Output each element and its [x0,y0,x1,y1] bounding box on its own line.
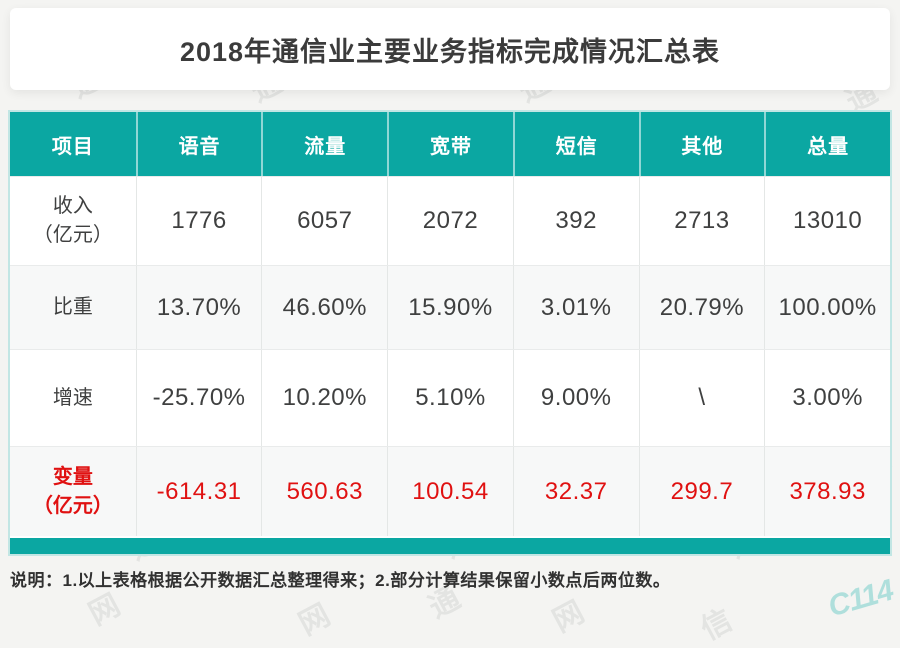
header-cell-total: 总量 [764,112,890,176]
row-label-sub: （亿元） [32,224,113,246]
header-cell-other: 其他 [638,112,765,176]
header-cell-sms: 短信 [512,112,639,176]
cell-value: 1776 [171,207,227,234]
data-cell: 10.20% [261,350,387,446]
table-bottom-bar [10,536,890,554]
cell-value: 15.90% [408,293,493,321]
header-cell-voice: 语音 [135,112,262,176]
cell-value: 20.79% [659,293,745,321]
data-cell: 1776 [135,177,262,265]
header-cell-data: 流量 [261,112,387,176]
row-label-share: 比重 [10,266,136,349]
row-label-text: 收入 [52,195,93,217]
data-cell: 3.01% [512,266,639,349]
data-cell: 15.90% [387,266,513,349]
data-cell: 392 [512,177,639,265]
cell-value: 392 [555,207,597,234]
cell-value: 378.93 [789,477,866,505]
data-cell: 9.00% [512,350,639,446]
cell-value: 9.00% [540,384,612,411]
row-label-sub: （亿元） [32,494,113,517]
row-label-growth: 增速 [10,350,136,446]
cell-value: 32.37 [544,477,608,505]
page-title: 2018年通信业主要业务指标完成情况汇总表 [179,36,721,67]
cell-value: 13010 [793,207,863,234]
data-cell: 2713 [638,177,765,265]
data-cell: 32.37 [512,447,639,536]
data-cell: 13010 [764,177,890,265]
cell-value: 560.63 [286,477,363,505]
cell-value: 299.7 [670,477,734,505]
cell-value: -614.31 [156,477,242,505]
cell-value: 2713 [674,207,730,234]
data-cell: -25.70% [135,350,262,446]
table-header-row: 项目 语音 流量 宽带 短信 其他 总量 [10,112,890,176]
table-row-change: 变量 （亿元） -614.31 560.63 100.54 32.37 299.… [10,446,890,536]
summary-table: 项目 语音 流量 宽带 短信 其他 总量 收入 （亿元） 1776 6057 2… [8,110,892,556]
row-label-change: 变量 （亿元） [10,447,136,536]
data-cell: 100.54 [387,447,513,536]
cell-value: 3.01% [540,293,612,321]
cell-value: 100.00% [778,293,877,321]
table-row-revenue: 收入 （亿元） 1776 6057 2072 392 2713 13010 [10,176,890,265]
row-label-text: 增速 [52,386,93,409]
cell-value: 2072 [422,207,479,234]
data-cell: 299.7 [638,447,765,536]
data-cell: \ [638,350,765,446]
table-row-growth: 增速 -25.70% 10.20% 5.10% 9.00% \ 3.00% [10,349,890,446]
row-label-revenue: 收入 （亿元） [10,177,136,265]
header-cell-item: 项目 [51,135,94,158]
footnote: 说明：1.以上表格根据公开数据汇总整理得来；2.部分计算结果保留小数点后两位数。 [10,571,671,590]
data-cell: 3.00% [764,350,890,446]
watermark-character: 信 [695,603,738,647]
data-cell: 2072 [387,177,513,265]
header-cell-broadband: 宽带 [387,112,513,176]
cell-value: 46.60% [282,293,367,321]
data-cell: 46.60% [261,266,387,349]
data-cell: 6057 [261,177,387,265]
row-label-text: 比重 [52,296,93,318]
data-cell: 378.93 [764,447,890,536]
cell-value: 3.00% [792,384,863,411]
title-card: 2018年通信业主要业务指标完成情况汇总表 [10,8,890,90]
cell-value: -25.70% [152,384,246,411]
data-cell: 20.79% [638,266,765,349]
table-row-share: 比重 13.70% 46.60% 15.90% 3.01% 20.79% 100… [10,265,890,349]
data-cell: -614.31 [135,447,262,536]
row-label-text: 变量 [52,465,93,488]
data-cell: 560.63 [261,447,387,536]
data-cell: 13.70% [135,266,262,349]
cell-value: 6057 [297,207,353,234]
cell-value: 13.70% [156,293,242,321]
cell-value: 100.54 [412,477,489,505]
cell-value: 5.10% [415,384,486,411]
data-cell: 5.10% [387,350,513,446]
watermark-character: 网 [547,595,590,639]
watermark-character: 网 [293,598,336,642]
cell-value: \ [698,384,706,411]
cell-value: 10.20% [282,384,367,411]
data-cell: 100.00% [764,266,890,349]
